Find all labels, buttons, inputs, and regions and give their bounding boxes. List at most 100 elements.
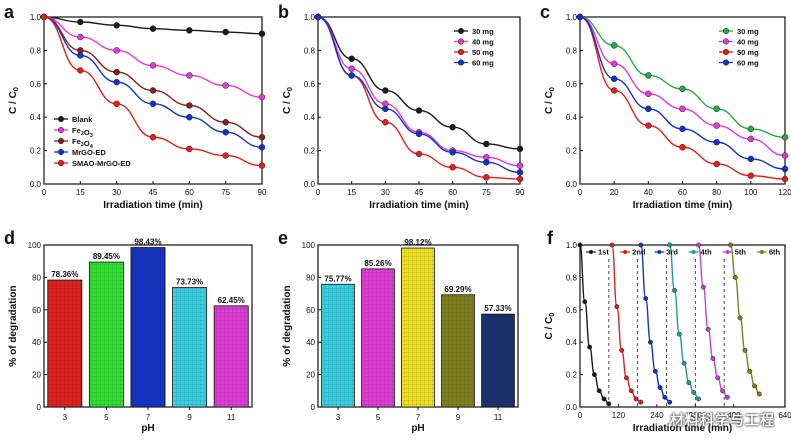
data-point: [781, 175, 789, 183]
legend-label: 3rd: [666, 248, 678, 257]
data-point: [610, 75, 618, 83]
data-point: [648, 339, 653, 345]
data-point: [40, 13, 48, 21]
data-point: [747, 135, 755, 143]
y-tick-label: 60: [32, 306, 41, 315]
y-tick-label: 0.6: [566, 306, 578, 315]
data-point: [258, 133, 266, 141]
legend-label: SMAO-MrGO-ED: [72, 159, 131, 168]
x-tick-label: 9: [456, 413, 461, 422]
data-point: [645, 122, 652, 129]
data-point: [732, 274, 738, 280]
data-point: [149, 133, 157, 141]
bar-value-label: 75.77%: [324, 274, 351, 283]
data-point: [781, 165, 789, 173]
data-point: [756, 391, 762, 397]
series-6th: [728, 242, 762, 397]
legend-label: 40 mg: [472, 38, 494, 47]
data-point: [638, 399, 644, 405]
panel-letter: d: [4, 228, 15, 248]
bar-value-label: 69.29%: [444, 285, 471, 294]
data-point: [186, 113, 193, 121]
panel-c: c 0.0 0.2 0.4 0.6 0.8 1.0 C / C0 Irradiation tim…: [540, 2, 791, 211]
series-1st: [577, 242, 612, 407]
plot-frame: [579, 244, 786, 408]
x-axis-title: pH: [141, 423, 154, 434]
data-point: [619, 347, 625, 353]
legend-marker: [691, 250, 696, 254]
data-point: [638, 242, 644, 248]
y-tick-label: 0.4: [304, 113, 316, 122]
data-point: [720, 388, 725, 394]
data-point: [149, 62, 157, 69]
legend-label: 30 mg: [472, 27, 494, 36]
data-point: [582, 299, 588, 305]
series-line: [640, 244, 670, 403]
y-tick-label: 60: [306, 306, 315, 315]
data-point: [752, 383, 758, 389]
x-tick-label: 9: [187, 413, 192, 422]
legend: 1st 2nd 3rd 4th 5th 6th: [586, 248, 781, 257]
data-point: [679, 85, 686, 93]
data-point: [672, 287, 677, 293]
series-60-mg: [576, 13, 789, 173]
data-point: [700, 284, 706, 290]
x-tick-label: 0: [578, 188, 583, 197]
data-point: [596, 388, 602, 394]
bar-value-label: 98.43%: [134, 238, 161, 247]
series-SMAO-MrGO-ED: [40, 13, 266, 169]
y-tick-label: 0.2: [566, 147, 578, 156]
data-point: [382, 105, 389, 113]
x-tick-label: 360: [689, 411, 703, 420]
y-tick-label: 0: [37, 403, 42, 412]
y-tick-label: 0: [311, 403, 316, 412]
data-point: [652, 368, 658, 374]
bar-value-label: 57.33%: [484, 304, 511, 313]
bar-value-label: 62.45%: [218, 296, 245, 305]
data-point: [577, 242, 583, 248]
data-point: [258, 144, 266, 151]
data-point: [222, 28, 229, 36]
y-tick-label: 1.0: [304, 13, 316, 22]
data-point: [713, 122, 720, 129]
x-tick-label: 90: [258, 188, 267, 197]
legend-label: 1st: [598, 248, 609, 257]
data-point: [691, 389, 697, 395]
y-tick-label: 40: [32, 338, 41, 347]
series-50-mg: [576, 13, 789, 183]
legend-marker: [457, 48, 465, 56]
legend-marker: [722, 59, 730, 66]
legend-label: Blank: [72, 115, 93, 124]
x-axis-title: Irradiation time (min): [633, 423, 732, 434]
bar-9: [172, 287, 208, 408]
legend-marker: [657, 250, 662, 254]
legend-marker: [57, 148, 65, 156]
data-point: [686, 380, 692, 386]
data-point: [614, 304, 620, 310]
data-point: [258, 162, 266, 169]
data-point: [222, 152, 229, 159]
y-axis-title: C / C0: [8, 87, 20, 114]
x-tick-label: 7: [416, 413, 421, 422]
x-tick-label: 90: [516, 188, 525, 197]
panel-b: b 0.0 0.2 0.4 0.6 0.8 1.0 C / C0 Irradiation tim…: [278, 2, 525, 211]
panel-d: d 0 20 40 60 80 100 % of degradation pH 78.36% 3 89…: [4, 228, 253, 434]
legend-marker: [57, 159, 65, 167]
data-point: [415, 107, 423, 114]
panel-f: f 0.0 0.2 0.4 0.6 0.8 1.0 C / C0 Irradiation tim…: [544, 228, 791, 434]
y-tick-label: 20: [32, 371, 41, 380]
data-point: [258, 30, 266, 37]
x-tick-label: 75: [482, 188, 491, 197]
bar-3: [321, 283, 355, 408]
data-point: [610, 60, 618, 68]
x-tick-label: 640: [778, 411, 791, 420]
y-tick-label: 0.0: [566, 403, 578, 412]
x-tick-label: 3: [336, 413, 341, 422]
legend-label: Fe3O4: [72, 137, 94, 150]
y-axis-title: % of degradation: [282, 285, 293, 366]
x-tick-label: 45: [415, 188, 424, 197]
x-tick-label: 3: [63, 413, 68, 422]
data-point: [348, 65, 355, 73]
x-tick-label: 60: [678, 188, 687, 197]
